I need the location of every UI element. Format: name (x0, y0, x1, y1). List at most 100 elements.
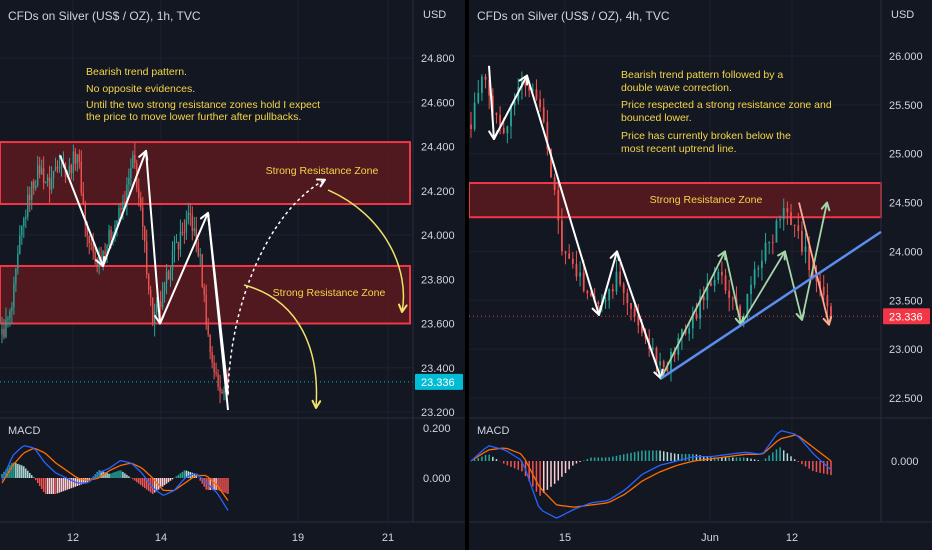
annotation-notes: Bearish trend pattern followed by adoubl… (621, 69, 832, 155)
candle-body (50, 178, 53, 190)
candle-body (611, 288, 614, 292)
candle-body (223, 390, 225, 394)
candle-body (48, 177, 51, 190)
candle-body (826, 295, 829, 307)
candles (1, 142, 229, 404)
candle-body (17, 253, 19, 269)
candle-body (775, 220, 778, 243)
candle-body (126, 184, 128, 206)
arrow-head (138, 149, 149, 161)
candle-body (513, 100, 516, 106)
candle-body (790, 212, 792, 225)
candle-body (670, 351, 672, 372)
candle-body (702, 296, 705, 301)
candle-body (148, 274, 150, 291)
currency-label: USD (891, 9, 914, 21)
candle-body (728, 290, 731, 298)
price-axis-label: 22.500 (889, 393, 923, 405)
candle-body (662, 361, 665, 367)
right-chart-panel[interactable]: 26.000 25.500 25.000 24.500 24.000 23.500 23.0… (469, 0, 932, 550)
candle-body (477, 92, 480, 103)
candle-body (502, 127, 505, 134)
macd-pane: MACD 0.200 0.000 (1, 423, 451, 511)
candle-body (582, 272, 585, 291)
candle-body (830, 306, 832, 320)
price-axis-label: 24.800 (421, 53, 455, 65)
candle-body (804, 246, 807, 252)
arrow-head (717, 250, 727, 261)
candle-body (706, 283, 709, 301)
macd-axis-label: 0.200 (423, 423, 451, 435)
candle-body (159, 301, 162, 308)
candle-body (189, 212, 192, 216)
candle-body (571, 258, 574, 264)
candle-body (9, 311, 11, 319)
price-axis-label: 25.500 (889, 100, 923, 112)
candle-body (23, 218, 25, 226)
resistance-zone (0, 141, 411, 206)
candle-body (488, 79, 491, 96)
candle-body (167, 271, 170, 280)
time-axis-label: 19 (292, 532, 304, 544)
candle-body (84, 202, 86, 226)
candle-body (181, 231, 184, 233)
candle-body (58, 167, 61, 169)
candle-body (88, 235, 90, 244)
candle-body (25, 216, 27, 219)
macd-line (1, 445, 229, 511)
zone-label: Strong Resistance Zone (650, 194, 763, 206)
candle-body (491, 95, 494, 114)
candle-body (539, 99, 541, 108)
candle-body (201, 254, 203, 287)
candle-body (116, 220, 118, 225)
left-chart-svg[interactable]: 24.800 24.600 24.400 24.200 24.000 23.800 23.6… (0, 0, 465, 550)
currency-label: USD (423, 9, 446, 21)
candle-body (104, 251, 106, 256)
candle-body (688, 328, 691, 334)
candle-body (819, 281, 821, 287)
candle-body (666, 366, 669, 372)
candle-body (597, 302, 600, 305)
candle-body (42, 168, 45, 184)
left-chart-panel[interactable]: 24.800 24.600 24.400 24.200 24.000 23.800 23.6… (0, 0, 465, 550)
candle-body (213, 362, 215, 373)
candle-body (221, 391, 223, 394)
resistance-zones (469, 182, 882, 219)
candle-body (94, 252, 96, 262)
candle-body (122, 201, 124, 210)
candle-body (92, 244, 94, 253)
time-axis-label: 14 (155, 532, 167, 544)
last-price-tag (883, 308, 930, 325)
price-axis-label: 23.400 (421, 363, 455, 375)
candle-body (637, 316, 640, 326)
time-axis-label: 12 (786, 532, 798, 544)
projection-arrow-head (316, 178, 326, 188)
yellow-projection-curve (243, 284, 318, 409)
candle-body (801, 231, 803, 252)
candle-body (622, 284, 625, 293)
candle-body (568, 253, 571, 259)
candle-body (155, 304, 158, 313)
candle-body (118, 207, 120, 221)
candle-body (183, 232, 186, 234)
candle-body (619, 271, 621, 285)
trend-arrows (488, 65, 882, 380)
candle-body (76, 154, 79, 164)
candle-body (695, 313, 698, 319)
candle-body (546, 122, 549, 149)
right-chart-svg[interactable]: 26.000 25.500 25.000 24.500 24.000 23.500 23.0… (469, 0, 932, 550)
candle-body (35, 185, 37, 189)
candle-body (209, 334, 211, 353)
candle-body (779, 219, 781, 221)
candle-body (677, 338, 680, 355)
candle-body (771, 242, 774, 244)
candle-body (535, 89, 538, 100)
candle-body (215, 372, 217, 374)
candle-body (128, 178, 130, 185)
candle-body (604, 300, 607, 302)
candle-body (615, 271, 618, 292)
macd-axis-label: 0.000 (423, 473, 451, 485)
candle-body (5, 319, 7, 337)
annotation-note: Price has currently broken below the (621, 130, 791, 142)
candle-body (114, 224, 116, 237)
